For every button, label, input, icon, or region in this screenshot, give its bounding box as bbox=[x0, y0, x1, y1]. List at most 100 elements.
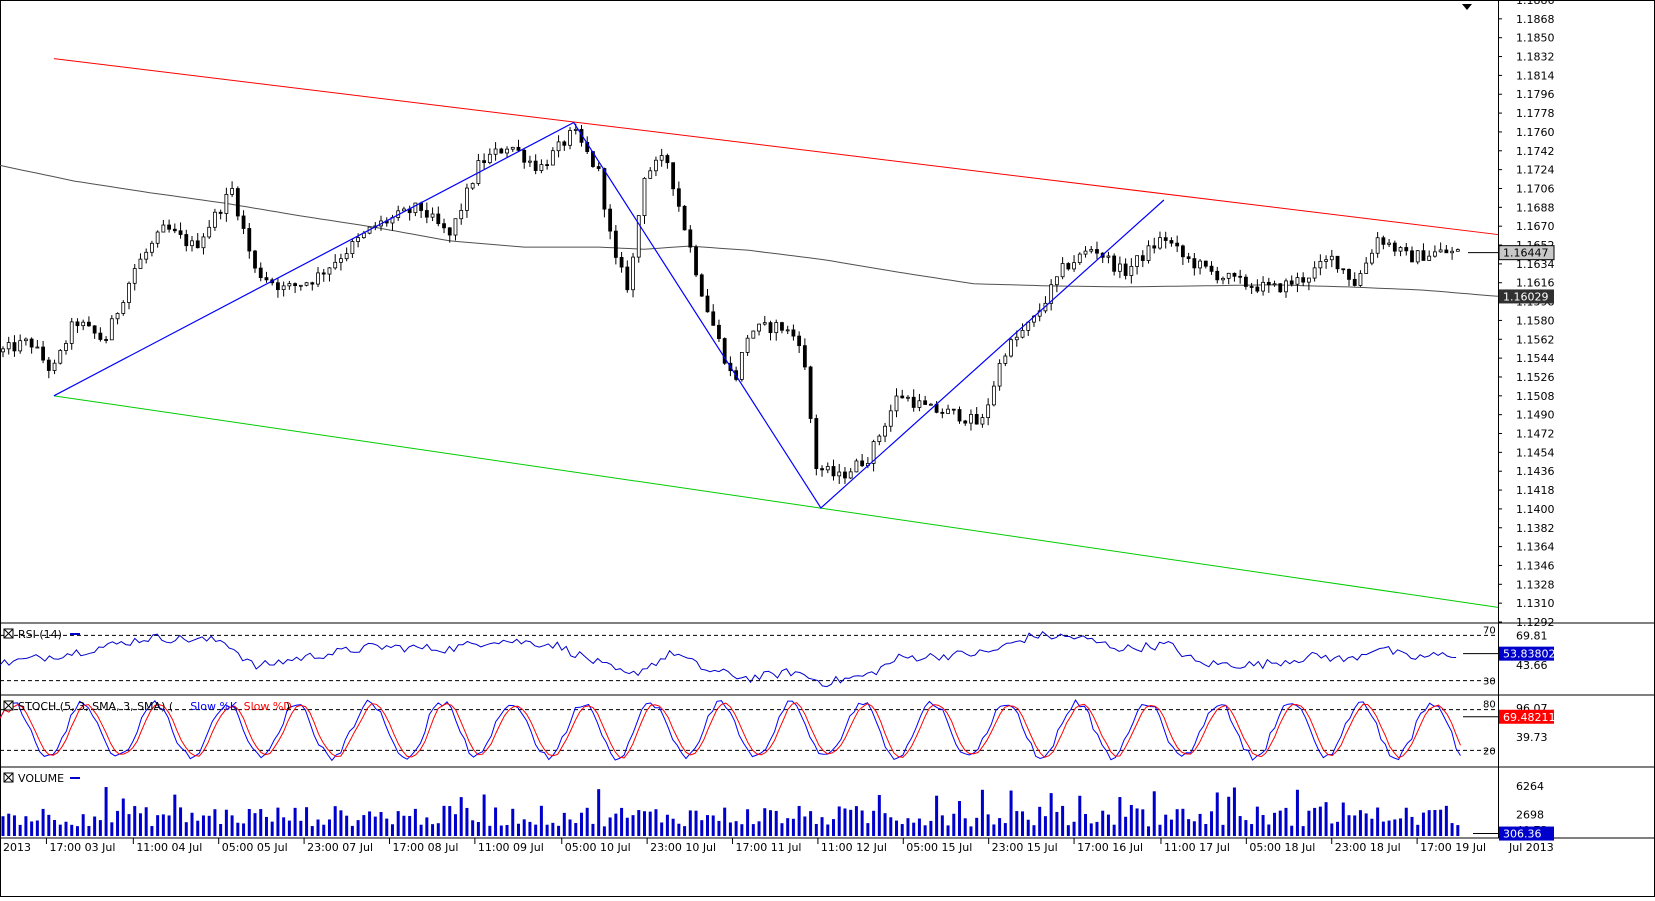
volume-bar bbox=[18, 824, 22, 836]
candle-body bbox=[957, 409, 962, 422]
candle-body bbox=[602, 168, 607, 210]
price-tick-label: 1.1292 bbox=[1516, 616, 1555, 629]
volume-bar bbox=[1204, 823, 1208, 836]
scroll-arrow-icon[interactable] bbox=[1462, 4, 1472, 10]
volume-bar bbox=[929, 820, 933, 836]
candle-body bbox=[1450, 250, 1454, 254]
candle-body bbox=[1438, 249, 1443, 253]
volume-bar bbox=[625, 817, 629, 836]
candle-body bbox=[1112, 255, 1117, 272]
volume-bar bbox=[597, 789, 601, 836]
candle-body bbox=[1003, 355, 1008, 364]
candle-body bbox=[144, 251, 149, 260]
volume-axis-label: 2698 bbox=[1516, 808, 1544, 821]
volume-bar bbox=[769, 810, 773, 836]
volume-panel[interactable]: VOLUME bbox=[1, 772, 1498, 836]
candle-body bbox=[785, 329, 790, 332]
volume-bar bbox=[797, 805, 801, 836]
price-panel[interactable] bbox=[0, 4, 1499, 608]
candle-body bbox=[625, 266, 630, 291]
volume-bar bbox=[1158, 824, 1162, 836]
candle-body bbox=[1066, 263, 1071, 270]
candle-body bbox=[1301, 277, 1306, 283]
price-tick-label: 1.1670 bbox=[1516, 220, 1555, 233]
volume-bar bbox=[333, 806, 337, 836]
stoch-level-label: 80 bbox=[1483, 700, 1496, 711]
x-tick-label: 17:00 08 Jul bbox=[392, 841, 458, 854]
candle-body bbox=[969, 413, 973, 424]
zigzag-line[interactable] bbox=[53, 121, 1165, 509]
candle-body bbox=[87, 321, 91, 327]
volume-bar bbox=[224, 809, 228, 836]
candle-body bbox=[1152, 245, 1157, 249]
volume-bar bbox=[837, 806, 841, 836]
channel-upper-line[interactable] bbox=[53, 58, 1499, 236]
price-tick-label: 1.1634 bbox=[1516, 258, 1555, 271]
stoch-k-line bbox=[0, 698, 1461, 762]
candle-body bbox=[64, 343, 68, 351]
volume-bar bbox=[1381, 821, 1385, 836]
ma-price-label: 1.16029 bbox=[1503, 290, 1549, 303]
volume-bar bbox=[465, 807, 469, 836]
candles bbox=[1, 123, 1460, 484]
rsi-axis-label: 43.66 bbox=[1516, 659, 1548, 672]
candle-body bbox=[92, 325, 97, 334]
volume-bar bbox=[213, 809, 217, 836]
volume-bar bbox=[791, 818, 795, 836]
candle-body bbox=[224, 193, 229, 214]
candle-body bbox=[1077, 253, 1082, 264]
volume-bar bbox=[310, 826, 314, 836]
volume-bar bbox=[201, 815, 205, 836]
candle-body bbox=[52, 362, 57, 371]
volume-bar bbox=[1095, 821, 1099, 836]
price-tick-label: 1.1796 bbox=[1516, 88, 1555, 101]
volume-bar bbox=[436, 823, 440, 836]
price-tick-label: 1.1886 bbox=[1516, 0, 1555, 7]
volume-bar bbox=[1066, 825, 1070, 836]
candle-body bbox=[1232, 272, 1237, 277]
candle-body bbox=[1095, 249, 1099, 254]
volume-bar bbox=[1232, 787, 1236, 836]
candle-body bbox=[321, 272, 326, 275]
candle-body bbox=[195, 240, 200, 249]
candle-body bbox=[1192, 258, 1197, 269]
rsi-panel[interactable]: 70 30 RSI (14) bbox=[0, 625, 1498, 688]
volume-bar bbox=[511, 808, 515, 836]
candle-body bbox=[81, 321, 86, 327]
volume-bar bbox=[488, 825, 492, 836]
volume-bar bbox=[379, 812, 383, 836]
volume-bar bbox=[1284, 807, 1288, 836]
volume-bar bbox=[316, 819, 320, 836]
stoch-k-label: Slow %K bbox=[190, 700, 238, 713]
candle-body bbox=[528, 160, 532, 163]
volume-bar bbox=[809, 811, 813, 836]
volume-bar bbox=[24, 816, 28, 836]
volume-bar bbox=[293, 807, 297, 836]
candle-body bbox=[676, 188, 681, 207]
volume-bar bbox=[1032, 825, 1036, 836]
volume-bar bbox=[419, 824, 423, 836]
volume-bar bbox=[551, 822, 555, 836]
volume-bar bbox=[207, 815, 211, 836]
stoch-current-label: 69.48211 bbox=[1503, 711, 1556, 724]
candle-body bbox=[281, 285, 286, 290]
candle-body bbox=[1226, 272, 1231, 279]
channel-lower-line[interactable] bbox=[53, 395, 1499, 608]
volume-bar bbox=[539, 805, 543, 836]
candle-body bbox=[1089, 249, 1094, 252]
candle-body bbox=[1370, 252, 1374, 264]
volume-bar bbox=[12, 815, 16, 836]
candle-body bbox=[424, 210, 429, 218]
candle-body bbox=[1238, 275, 1243, 278]
volume-bar bbox=[53, 819, 57, 836]
price-tick-label: 1.1724 bbox=[1516, 164, 1555, 177]
candle-body bbox=[1324, 259, 1328, 262]
volume-bar bbox=[757, 821, 761, 836]
candle-body bbox=[184, 234, 189, 247]
volume-bar bbox=[1210, 811, 1214, 836]
volume-bar bbox=[476, 822, 480, 836]
volume-bar bbox=[591, 823, 595, 836]
